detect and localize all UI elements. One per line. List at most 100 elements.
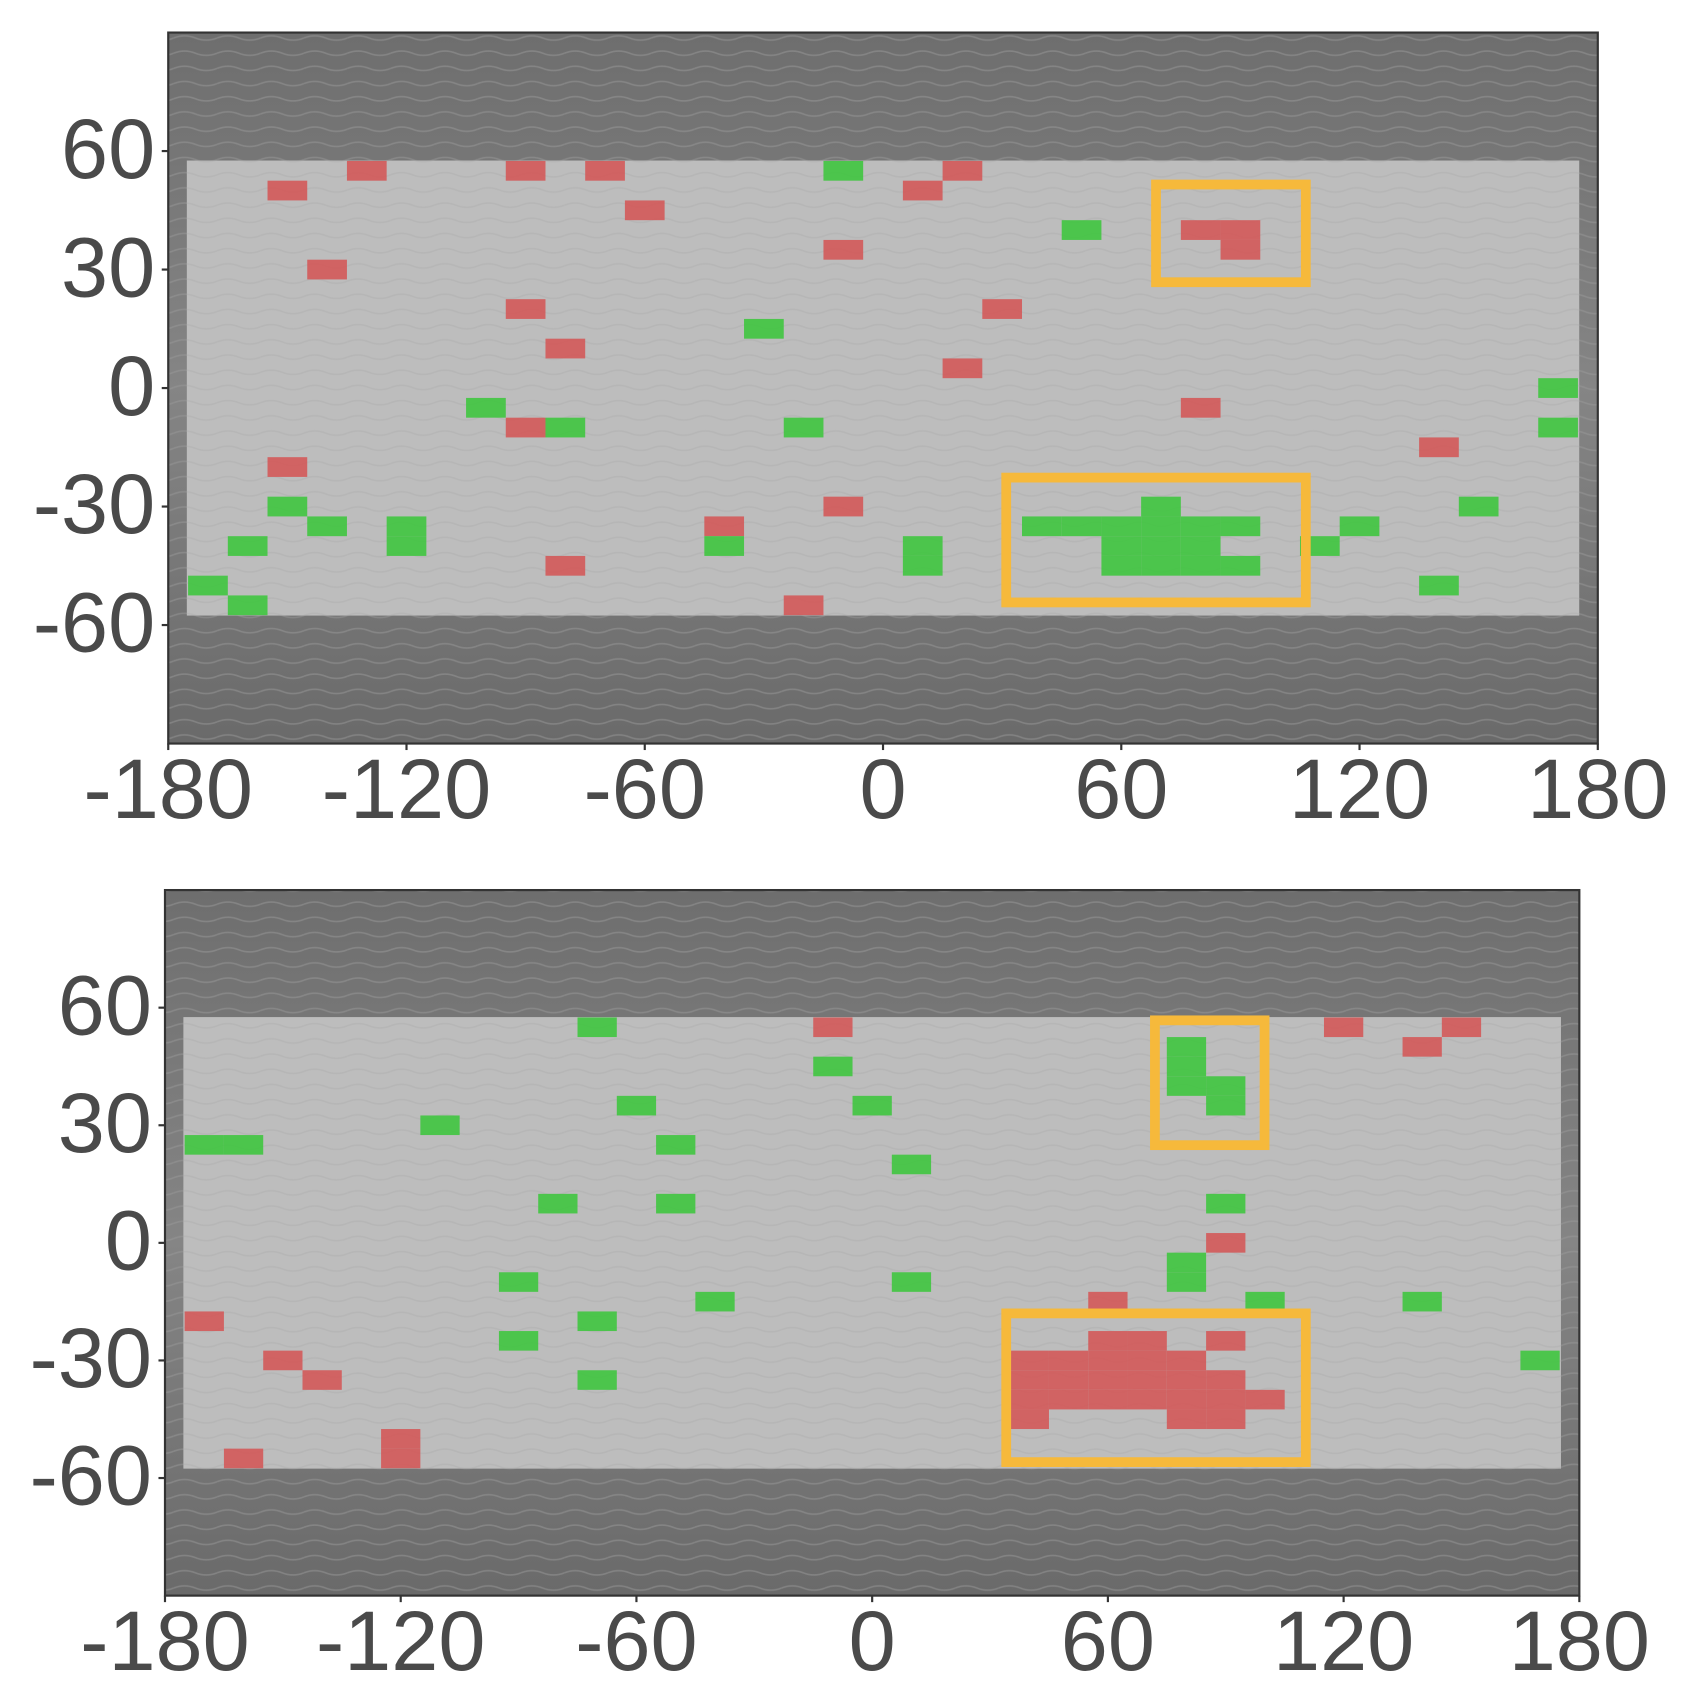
cell: [381, 1448, 421, 1469]
highlight-box: [1001, 1308, 1311, 1467]
cell: [1127, 1350, 1167, 1371]
cell: [744, 318, 784, 339]
cell: [1127, 1389, 1167, 1410]
x-tick-label: -60: [575, 1593, 697, 1688]
y-tick-label: 30: [61, 219, 155, 314]
cell: [891, 1154, 932, 1175]
cell: [942, 160, 983, 181]
cell: [1101, 555, 1142, 576]
cell: [1402, 1291, 1442, 1312]
cell: [1048, 1389, 1089, 1410]
x-tick-label: -60: [584, 741, 706, 836]
cell: [1022, 516, 1062, 537]
cell: [267, 496, 308, 517]
cell: [1323, 1017, 1364, 1038]
cell: [891, 1272, 932, 1292]
cell: [505, 160, 546, 181]
cell: [823, 496, 864, 517]
x-tick-label: -120: [316, 1593, 485, 1688]
cell: [1088, 1389, 1128, 1410]
cell: [1245, 1389, 1285, 1410]
highlight-box: [1151, 179, 1311, 288]
cell: [466, 397, 506, 418]
cell: [227, 595, 268, 616]
x-tick-label: 0: [859, 741, 906, 836]
cell: [223, 1448, 264, 1469]
cell: [616, 1095, 657, 1116]
cell: [624, 200, 665, 221]
cell: [538, 1193, 578, 1214]
cell: [505, 299, 546, 319]
cell: [902, 180, 943, 201]
cell: [1206, 1193, 1246, 1214]
cell: [545, 417, 586, 438]
x-tick-label: -180: [84, 741, 253, 836]
cell: [1206, 1331, 1246, 1351]
cell: [1166, 1252, 1207, 1273]
cell: [1166, 1076, 1207, 1096]
cell: [1180, 536, 1221, 556]
cell: [823, 239, 864, 260]
cell: [1009, 1350, 1049, 1371]
cell: [1220, 555, 1261, 576]
cell: [1009, 1389, 1049, 1410]
cell: [813, 1017, 853, 1038]
cell: [1419, 575, 1459, 596]
cell: [420, 1115, 460, 1136]
cell: [942, 358, 983, 379]
y-tick-label: 0: [105, 1193, 152, 1288]
highlight-box: [1001, 472, 1311, 608]
y-tick-label: 0: [108, 338, 155, 433]
cell: [386, 516, 427, 537]
cell: [1538, 417, 1578, 438]
cell: [1220, 239, 1261, 260]
y-tick-label: 60: [61, 101, 155, 196]
cell: [1127, 1370, 1167, 1390]
panel-top: -60 -30 0 30 60 -180 -120 -60 0 60 120 180: [33, 31, 1668, 836]
cell: [498, 1331, 539, 1351]
cell: [1166, 1056, 1207, 1077]
cell: [1402, 1037, 1442, 1057]
cell: [386, 536, 427, 556]
cell: [577, 1370, 617, 1390]
x-tick-label: 0: [849, 1593, 896, 1688]
cell: [577, 1311, 617, 1332]
cell: [498, 1272, 539, 1292]
cell: [783, 417, 824, 438]
highlight-box: [1150, 1015, 1270, 1151]
cell: [1141, 536, 1181, 556]
cell: [267, 457, 308, 477]
cell: [1141, 555, 1181, 576]
cell: [1206, 1095, 1246, 1116]
cell: [1538, 378, 1578, 398]
cell: [184, 1135, 224, 1155]
cell: [1009, 1370, 1049, 1390]
cell: [1166, 1350, 1207, 1371]
y-tick-label: -60: [30, 1428, 152, 1523]
cell: [1206, 1389, 1246, 1410]
cell: [505, 417, 546, 438]
cell: [307, 516, 347, 537]
cell: [1180, 516, 1221, 537]
cell: [1048, 1350, 1089, 1371]
cell: [1088, 1331, 1128, 1351]
cell: [1009, 1409, 1049, 1430]
cell: [1061, 516, 1102, 537]
cell: [982, 299, 1023, 319]
cell: [813, 1056, 853, 1077]
cell: [1458, 496, 1499, 517]
cell: [307, 259, 347, 280]
cell: [852, 1095, 892, 1116]
cell: [1101, 536, 1142, 556]
cell: [267, 180, 308, 201]
x-tick-label: 60: [1074, 741, 1168, 836]
cell: [302, 1370, 342, 1390]
x-tick-label: 120: [1273, 1593, 1414, 1688]
cell: [1220, 516, 1261, 537]
cell: [1180, 397, 1221, 418]
cell: [1088, 1291, 1128, 1312]
cell: [381, 1429, 421, 1449]
panel-bottom: -60 -30 0 30 60 -180 -120 -60 0 60 120 180: [30, 888, 1650, 1688]
x-tick-label: 60: [1061, 1593, 1155, 1688]
cell: [1166, 1409, 1207, 1430]
